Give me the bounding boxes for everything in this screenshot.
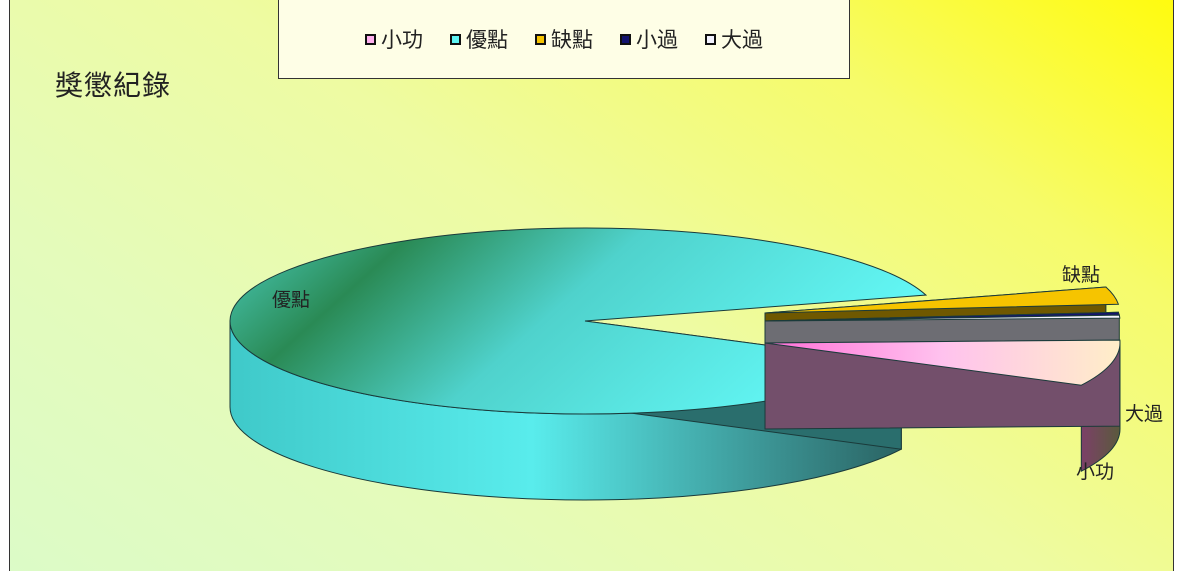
legend-label: 小過 (636, 28, 678, 52)
legend-item: 小過 (620, 24, 678, 54)
legend-item: 缺點 (535, 24, 593, 54)
legend-item: 優點 (450, 24, 508, 54)
legend-label: 大過 (721, 28, 763, 52)
slice-label: 小功 (1076, 461, 1114, 483)
chart-title: 獎懲紀錄 (55, 69, 172, 102)
legend-swatch (620, 33, 631, 45)
legend-swatch (450, 33, 461, 45)
pie-slice-1 (764, 339, 1121, 473)
legend-swatch (705, 33, 716, 45)
slice-label: 優點 (272, 289, 310, 311)
chart-area: 獎懲紀錄 (9, 0, 1174, 571)
legend-label: 小功 (381, 28, 423, 52)
legend-item: 大過 (705, 24, 763, 54)
legend-label: 優點 (466, 28, 508, 52)
legend-swatch (365, 33, 376, 45)
legend-item: 小功 (365, 24, 423, 54)
legend: 小功 優點 缺點 小過 大過 (278, 0, 850, 79)
legend-label: 缺點 (551, 28, 593, 52)
slice-label: 缺點 (1062, 264, 1100, 286)
slice-label: 大過 (1125, 403, 1163, 425)
legend-swatch (535, 33, 546, 45)
